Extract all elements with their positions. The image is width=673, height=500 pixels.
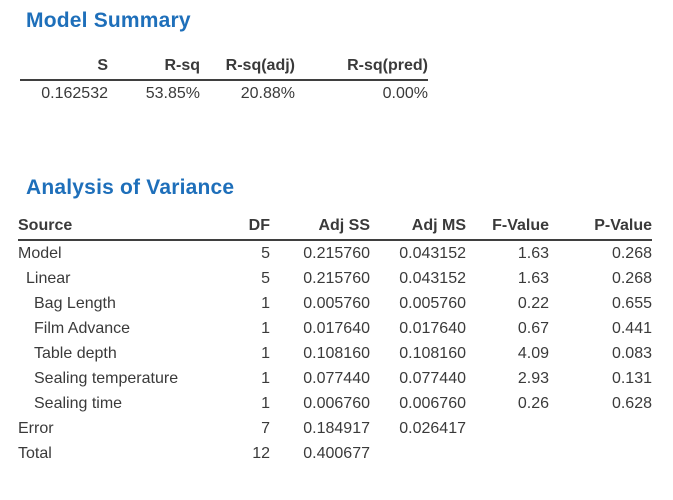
p-value: 0.268 bbox=[611, 270, 652, 287]
source-label: Linear bbox=[26, 270, 71, 287]
col-header-df: DF bbox=[248, 217, 270, 241]
f-value bbox=[466, 441, 549, 466]
df-value: 1 bbox=[261, 295, 270, 312]
adj-ss-value: 0.108160 bbox=[303, 345, 370, 362]
col-header-source: Source bbox=[18, 217, 248, 241]
p-value: 0.083 bbox=[611, 345, 652, 362]
adj-ms-value bbox=[370, 441, 466, 466]
f-value: 1.63 bbox=[517, 270, 549, 287]
df-value: 1 bbox=[261, 370, 270, 387]
p-value: 0.268 bbox=[611, 245, 652, 262]
df-value: 7 bbox=[261, 420, 270, 437]
df-value: 5 bbox=[261, 245, 270, 262]
anova-row-error: Error 7 0.184917 0.026417 bbox=[18, 416, 652, 441]
adj-ms-value: 0.043152 bbox=[399, 270, 466, 287]
anova-row-table-depth: Table depth 1 0.108160 0.108160 4.09 0.0… bbox=[18, 341, 652, 366]
anova-row-bag-length: Bag Length 1 0.005760 0.005760 0.22 0.65… bbox=[18, 291, 652, 316]
f-value: 0.26 bbox=[517, 395, 549, 412]
p-value: 0.628 bbox=[611, 395, 652, 412]
adj-ms-value: 0.006760 bbox=[399, 395, 466, 412]
f-value: 0.67 bbox=[517, 320, 549, 337]
source-label: Model bbox=[18, 245, 62, 262]
anova-row-film-advance: Film Advance 1 0.017640 0.017640 0.67 0.… bbox=[18, 316, 652, 341]
anova-row-sealing-temperature: Sealing temperature 1 0.077440 0.077440 … bbox=[18, 366, 652, 391]
adj-ss-value: 0.400677 bbox=[303, 445, 370, 462]
df-value: 1 bbox=[261, 320, 270, 337]
col-header-adj-ss: Adj SS bbox=[270, 217, 370, 241]
anova-header-row: Source DF Adj SS Adj MS F-Value P-Value bbox=[18, 217, 652, 241]
anova-table: Source DF Adj SS Adj MS F-Value P-Value … bbox=[18, 217, 652, 466]
f-value: 4.09 bbox=[517, 345, 549, 362]
adj-ms-value: 0.026417 bbox=[399, 420, 466, 437]
p-value: 0.655 bbox=[611, 295, 652, 312]
f-value: 0.22 bbox=[517, 295, 549, 312]
adj-ss-value: 0.184917 bbox=[303, 420, 370, 437]
source-label: Bag Length bbox=[34, 295, 116, 312]
col-header-s: S bbox=[20, 57, 108, 81]
source-label: Total bbox=[18, 445, 52, 462]
f-value: 2.93 bbox=[517, 370, 549, 387]
adj-ms-value: 0.005760 bbox=[399, 295, 466, 312]
value-rsq: 53.85% bbox=[145, 85, 200, 102]
col-header-rsq: R-sq bbox=[108, 57, 200, 81]
df-value: 5 bbox=[261, 270, 270, 287]
adj-ms-value: 0.108160 bbox=[399, 345, 466, 362]
model-summary-title: Model Summary bbox=[26, 9, 191, 32]
col-header-p-value: P-Value bbox=[549, 217, 652, 241]
adj-ss-value: 0.077440 bbox=[303, 370, 370, 387]
p-value bbox=[549, 416, 652, 441]
value-rsq-adj: 20.88% bbox=[240, 85, 295, 102]
adj-ss-value: 0.215760 bbox=[303, 270, 370, 287]
model-summary-value-row: 0.162532 53.85% 20.88% 0.00% bbox=[20, 80, 428, 106]
col-header-rsq-pred: R-sq(pred) bbox=[295, 57, 428, 81]
source-label: Film Advance bbox=[34, 320, 131, 337]
col-header-rsq-adj: R-sq(adj) bbox=[200, 57, 295, 81]
p-value bbox=[549, 441, 652, 466]
adj-ms-value: 0.043152 bbox=[399, 245, 466, 262]
source-label: Sealing time bbox=[34, 395, 123, 412]
col-header-adj-ms: Adj MS bbox=[370, 217, 466, 241]
df-value: 1 bbox=[261, 345, 270, 362]
anova-row-sealing-time: Sealing time 1 0.006760 0.006760 0.26 0.… bbox=[18, 391, 652, 416]
value-rsq-pred: 0.00% bbox=[382, 85, 428, 102]
model-summary-header-row: S R-sq R-sq(adj) R-sq(pred) bbox=[20, 57, 428, 81]
anova-row-model: Model 5 0.215760 0.043152 1.63 0.268 bbox=[18, 240, 652, 266]
source-label: Sealing temperature bbox=[34, 370, 179, 387]
p-value: 0.441 bbox=[611, 320, 652, 337]
adj-ss-value: 0.215760 bbox=[303, 245, 370, 262]
adj-ms-value: 0.077440 bbox=[399, 370, 466, 387]
df-value: 1 bbox=[261, 395, 270, 412]
df-value: 12 bbox=[252, 445, 270, 462]
source-label: Error bbox=[18, 420, 54, 437]
p-value: 0.131 bbox=[611, 370, 652, 387]
f-value: 1.63 bbox=[517, 245, 549, 262]
model-summary-table: S R-sq R-sq(adj) R-sq(pred) 0.162532 53.… bbox=[20, 57, 428, 106]
adj-ss-value: 0.017640 bbox=[303, 320, 370, 337]
adj-ss-value: 0.005760 bbox=[303, 295, 370, 312]
anova-row-linear: Linear 5 0.215760 0.043152 1.63 0.268 bbox=[18, 266, 652, 291]
adj-ss-value: 0.006760 bbox=[303, 395, 370, 412]
adj-ms-value: 0.017640 bbox=[399, 320, 466, 337]
f-value bbox=[466, 416, 549, 441]
value-s: 0.162532 bbox=[41, 85, 108, 102]
col-header-f-value: F-Value bbox=[466, 217, 549, 241]
source-label: Table depth bbox=[34, 345, 117, 362]
anova-row-total: Total 12 0.400677 bbox=[18, 441, 652, 466]
anova-title: Analysis of Variance bbox=[26, 176, 235, 199]
